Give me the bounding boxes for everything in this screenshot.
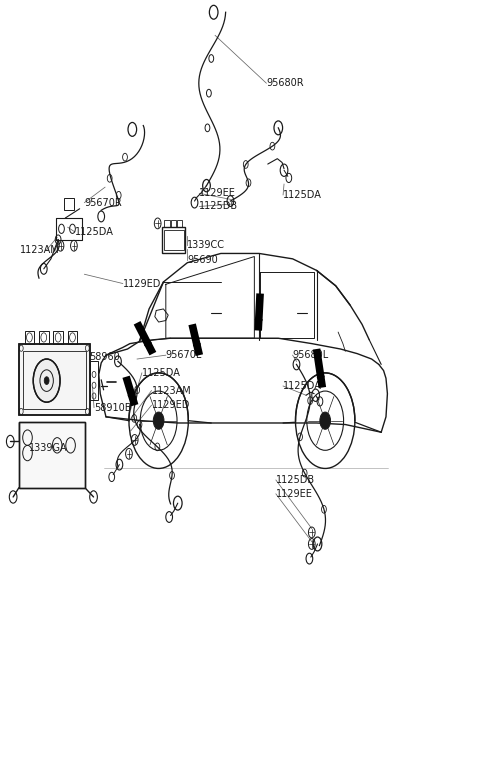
Text: 95680L: 95680L bbox=[293, 350, 329, 361]
Bar bbox=[68, 330, 77, 344]
Text: 58910B: 58910B bbox=[94, 402, 132, 412]
Text: 1129EE: 1129EE bbox=[276, 489, 313, 499]
Bar bbox=[90, 361, 98, 400]
Text: 95670R: 95670R bbox=[84, 198, 122, 208]
Text: 1125DA: 1125DA bbox=[142, 368, 181, 378]
Text: 1339GA: 1339GA bbox=[28, 442, 67, 452]
Text: 1123AM: 1123AM bbox=[152, 386, 191, 395]
Text: 1129ED: 1129ED bbox=[152, 400, 190, 410]
Text: 95680R: 95680R bbox=[266, 78, 304, 88]
Text: 1339CC: 1339CC bbox=[187, 240, 225, 250]
Text: 1129EE: 1129EE bbox=[199, 188, 236, 198]
Bar bbox=[164, 219, 169, 227]
Bar bbox=[177, 219, 182, 227]
Circle shape bbox=[153, 412, 164, 429]
Bar bbox=[19, 422, 85, 488]
Text: 58960: 58960 bbox=[89, 352, 120, 362]
Circle shape bbox=[320, 412, 331, 429]
Circle shape bbox=[44, 377, 49, 384]
Text: 1125DB: 1125DB bbox=[199, 201, 239, 212]
Bar bbox=[19, 344, 90, 415]
Bar bbox=[53, 330, 63, 344]
Text: 1125DA: 1125DA bbox=[283, 381, 322, 391]
Bar bbox=[162, 227, 185, 253]
Bar bbox=[23, 350, 86, 409]
Bar bbox=[24, 330, 34, 344]
Bar bbox=[64, 198, 74, 210]
Text: 1125DB: 1125DB bbox=[276, 475, 315, 485]
Text: 1129ED: 1129ED bbox=[123, 279, 161, 289]
Text: 1123AM: 1123AM bbox=[20, 245, 60, 256]
Bar bbox=[39, 330, 48, 344]
Circle shape bbox=[33, 359, 60, 402]
Text: 1125DA: 1125DA bbox=[283, 190, 322, 200]
Bar bbox=[19, 422, 85, 488]
Text: 95690: 95690 bbox=[187, 256, 218, 266]
Bar bbox=[164, 230, 183, 250]
Text: 95670L: 95670L bbox=[166, 350, 202, 361]
Bar bbox=[19, 344, 90, 415]
Bar bbox=[170, 219, 176, 227]
Text: 1125DA: 1125DA bbox=[75, 227, 114, 237]
